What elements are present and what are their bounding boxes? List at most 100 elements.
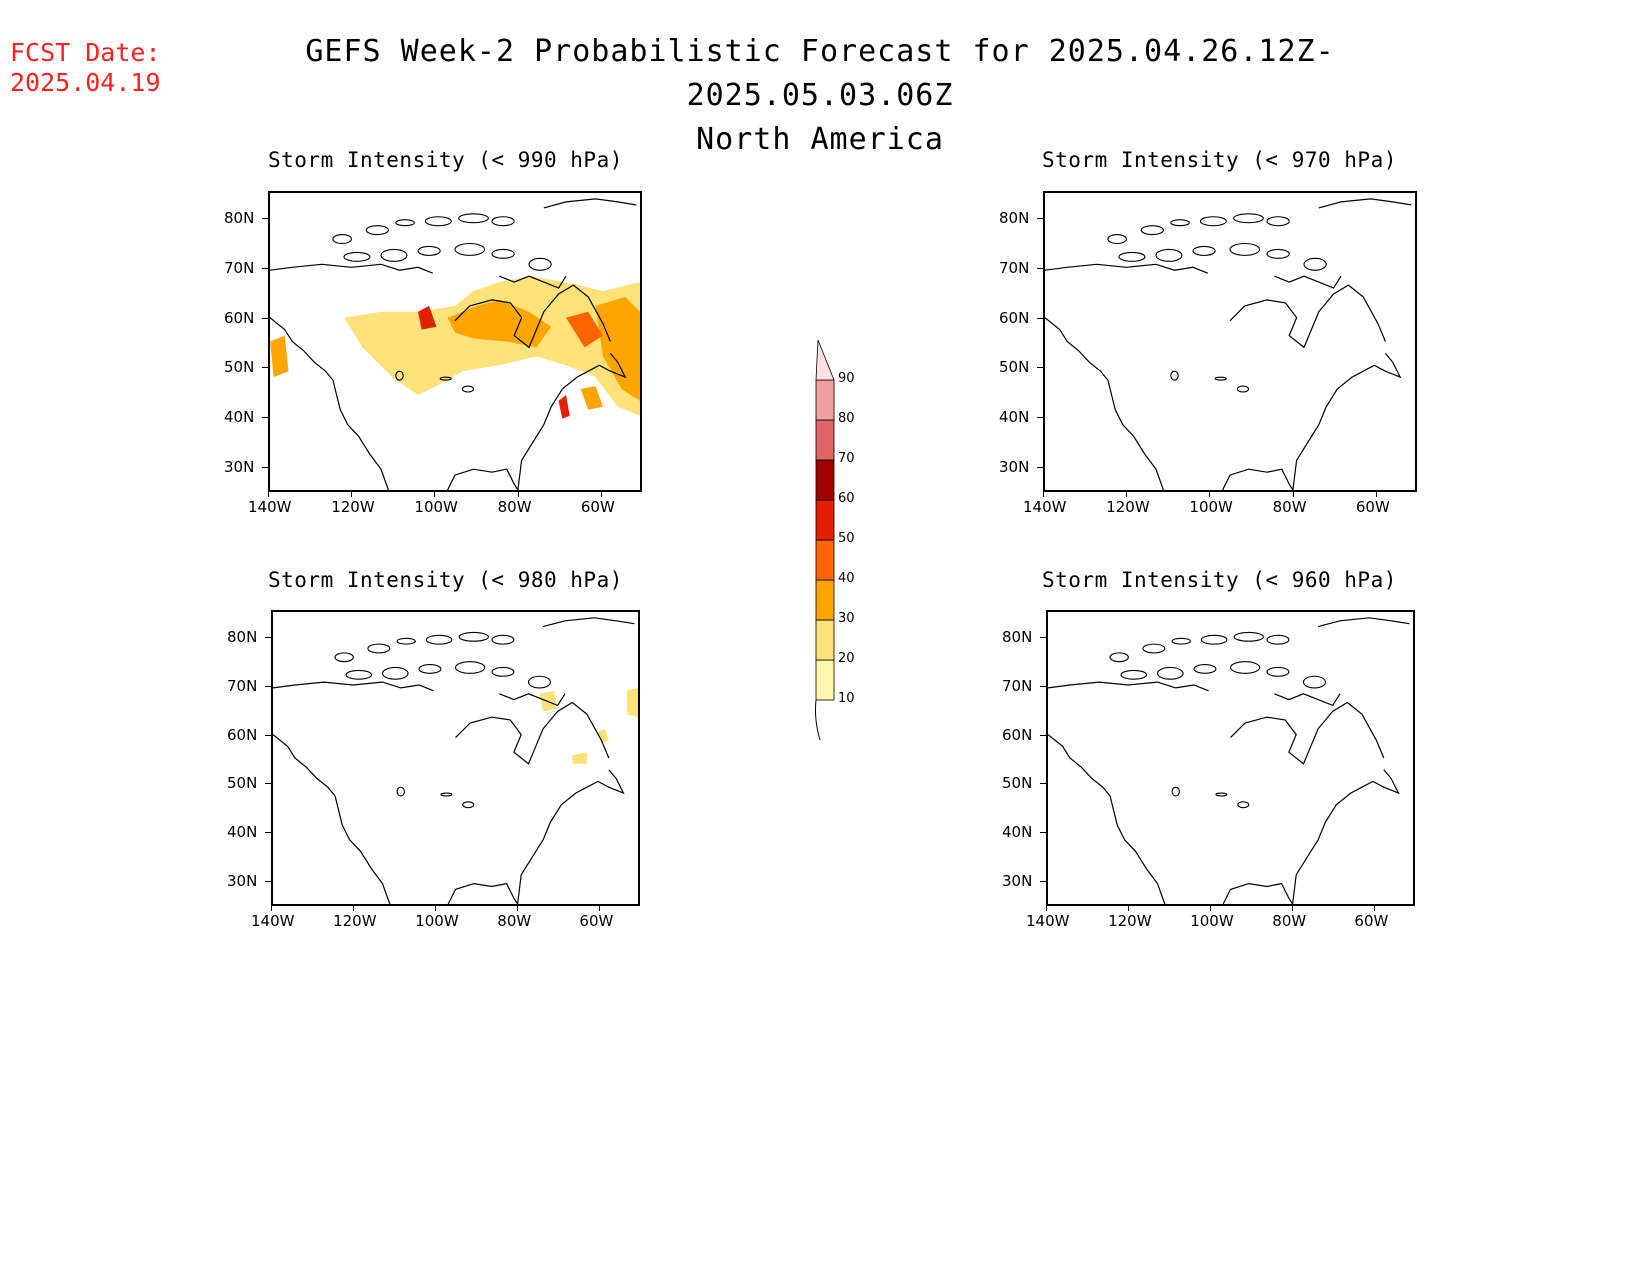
coastline [1045,317,1164,490]
lat-tick-mark [262,317,268,319]
island-outline [380,248,408,262]
lon-tick-mark [517,906,519,911]
lon-tick-label: 100W [1189,498,1233,516]
island-outline [1229,242,1261,256]
colorbar: 10 20 30 40 50 60 70 80 90 [808,330,888,750]
lat-tick-label: 60N [227,725,258,744]
lon-tick-mark [1209,492,1211,497]
lat-tick-mark [262,267,268,269]
lon-tick-label: 100W [415,912,459,930]
island-outline [1140,225,1164,236]
lat-tick-label: 80N [1002,628,1033,646]
probability-shading [270,335,289,378]
coastline [1317,617,1410,628]
coastline [1048,734,1166,904]
lat-tick-mark [262,467,268,468]
lat-tick-mark [1040,685,1046,687]
lat-tick-mark [265,685,271,687]
island-outline [462,801,475,809]
colorbar-graphic [815,339,835,741]
coastline [454,284,611,349]
coastline [270,317,389,490]
lon-tick-label: 100W [414,498,458,516]
coastline [1045,263,1209,274]
lon-tick-label: 120W [1106,498,1150,516]
lat-tick-label: 30N [227,872,258,890]
lon-tick-label: 80W [497,498,532,516]
colorbar-label: 50 [838,531,855,546]
figure-title: GEFS Week-2 Probabilistic Forecast for 2… [200,30,1440,162]
colorbar-label: 90 [838,371,855,386]
lon-tick-label: 60W [580,498,615,516]
lat-tick-mark [1037,267,1043,269]
colorbar-label: 40 [838,571,855,586]
lat-tick-mark [265,734,271,736]
island-outline [367,643,391,654]
island-outline [1233,631,1264,642]
map-graphic [1048,617,1410,904]
lon-tick-label: 80W [1272,498,1307,516]
coastline [1222,882,1294,904]
lat-tick-label: 40N [1002,823,1033,842]
lat-tick-label: 50N [227,774,258,793]
coastline [499,693,566,707]
island-outline [454,242,486,256]
coastline [273,734,391,904]
island-outline [1229,661,1261,674]
coastline [517,353,627,490]
coastline [1230,701,1385,765]
lat-tick-label: 60N [999,308,1030,327]
lat-tick-mark [1040,832,1046,834]
island-outline [396,786,405,797]
lat-tick-mark [265,637,271,638]
colorbar-segment [815,619,835,661]
probability-shading [418,305,437,330]
probability-shading [344,276,640,416]
island-outline [417,245,441,256]
island-outline [1156,666,1184,680]
colorbar-segment [815,499,835,541]
lat-tick-label: 30N [224,458,255,476]
lon-tick-mark [600,492,602,497]
lat-tick-mark [1037,317,1043,319]
lon-tick-mark [1128,906,1130,911]
lon-tick-label: 120W [1108,912,1152,930]
island-outline [458,213,489,224]
island-outline [1118,251,1146,262]
lon-tick-label: 140W [251,912,295,930]
lat-tick-label: 40N [224,408,255,427]
title-line-2: North America [696,122,944,157]
forecast-date-block: FCST Date: 2025.04.19 [10,38,161,98]
lat-tick-mark [1037,467,1043,468]
lon-tick-mark [1043,492,1044,497]
island-outline [1266,216,1290,227]
island-outline [334,652,354,663]
lat-tick-label: 70N [999,258,1030,277]
lon-tick-mark [599,906,601,911]
island-outline [454,661,486,674]
coastline [1274,693,1341,707]
coastline [543,198,637,209]
colorbar-segment [815,419,835,461]
colorbar-tail [815,699,821,741]
colorbar-segment [815,539,835,581]
lon-tick-mark [351,492,353,497]
island-outline [439,376,452,381]
island-outline [491,666,515,677]
lon-tick-mark [353,906,355,911]
coastline [1292,769,1400,904]
colorbar-cap [815,339,835,381]
coastline [1048,681,1209,692]
lon-tick-mark [1292,492,1294,497]
island-outline [395,370,404,381]
colorbar-label: 10 [838,691,855,706]
coastline [1274,275,1342,289]
island-outline [418,664,442,674]
island-outline [528,257,552,271]
island-outline [425,634,453,645]
island-outline [461,385,475,393]
lon-tick-mark [517,492,519,497]
island-outline [1107,234,1127,245]
colorbar-label: 80 [838,411,855,426]
lat-tick-label: 30N [999,458,1030,476]
